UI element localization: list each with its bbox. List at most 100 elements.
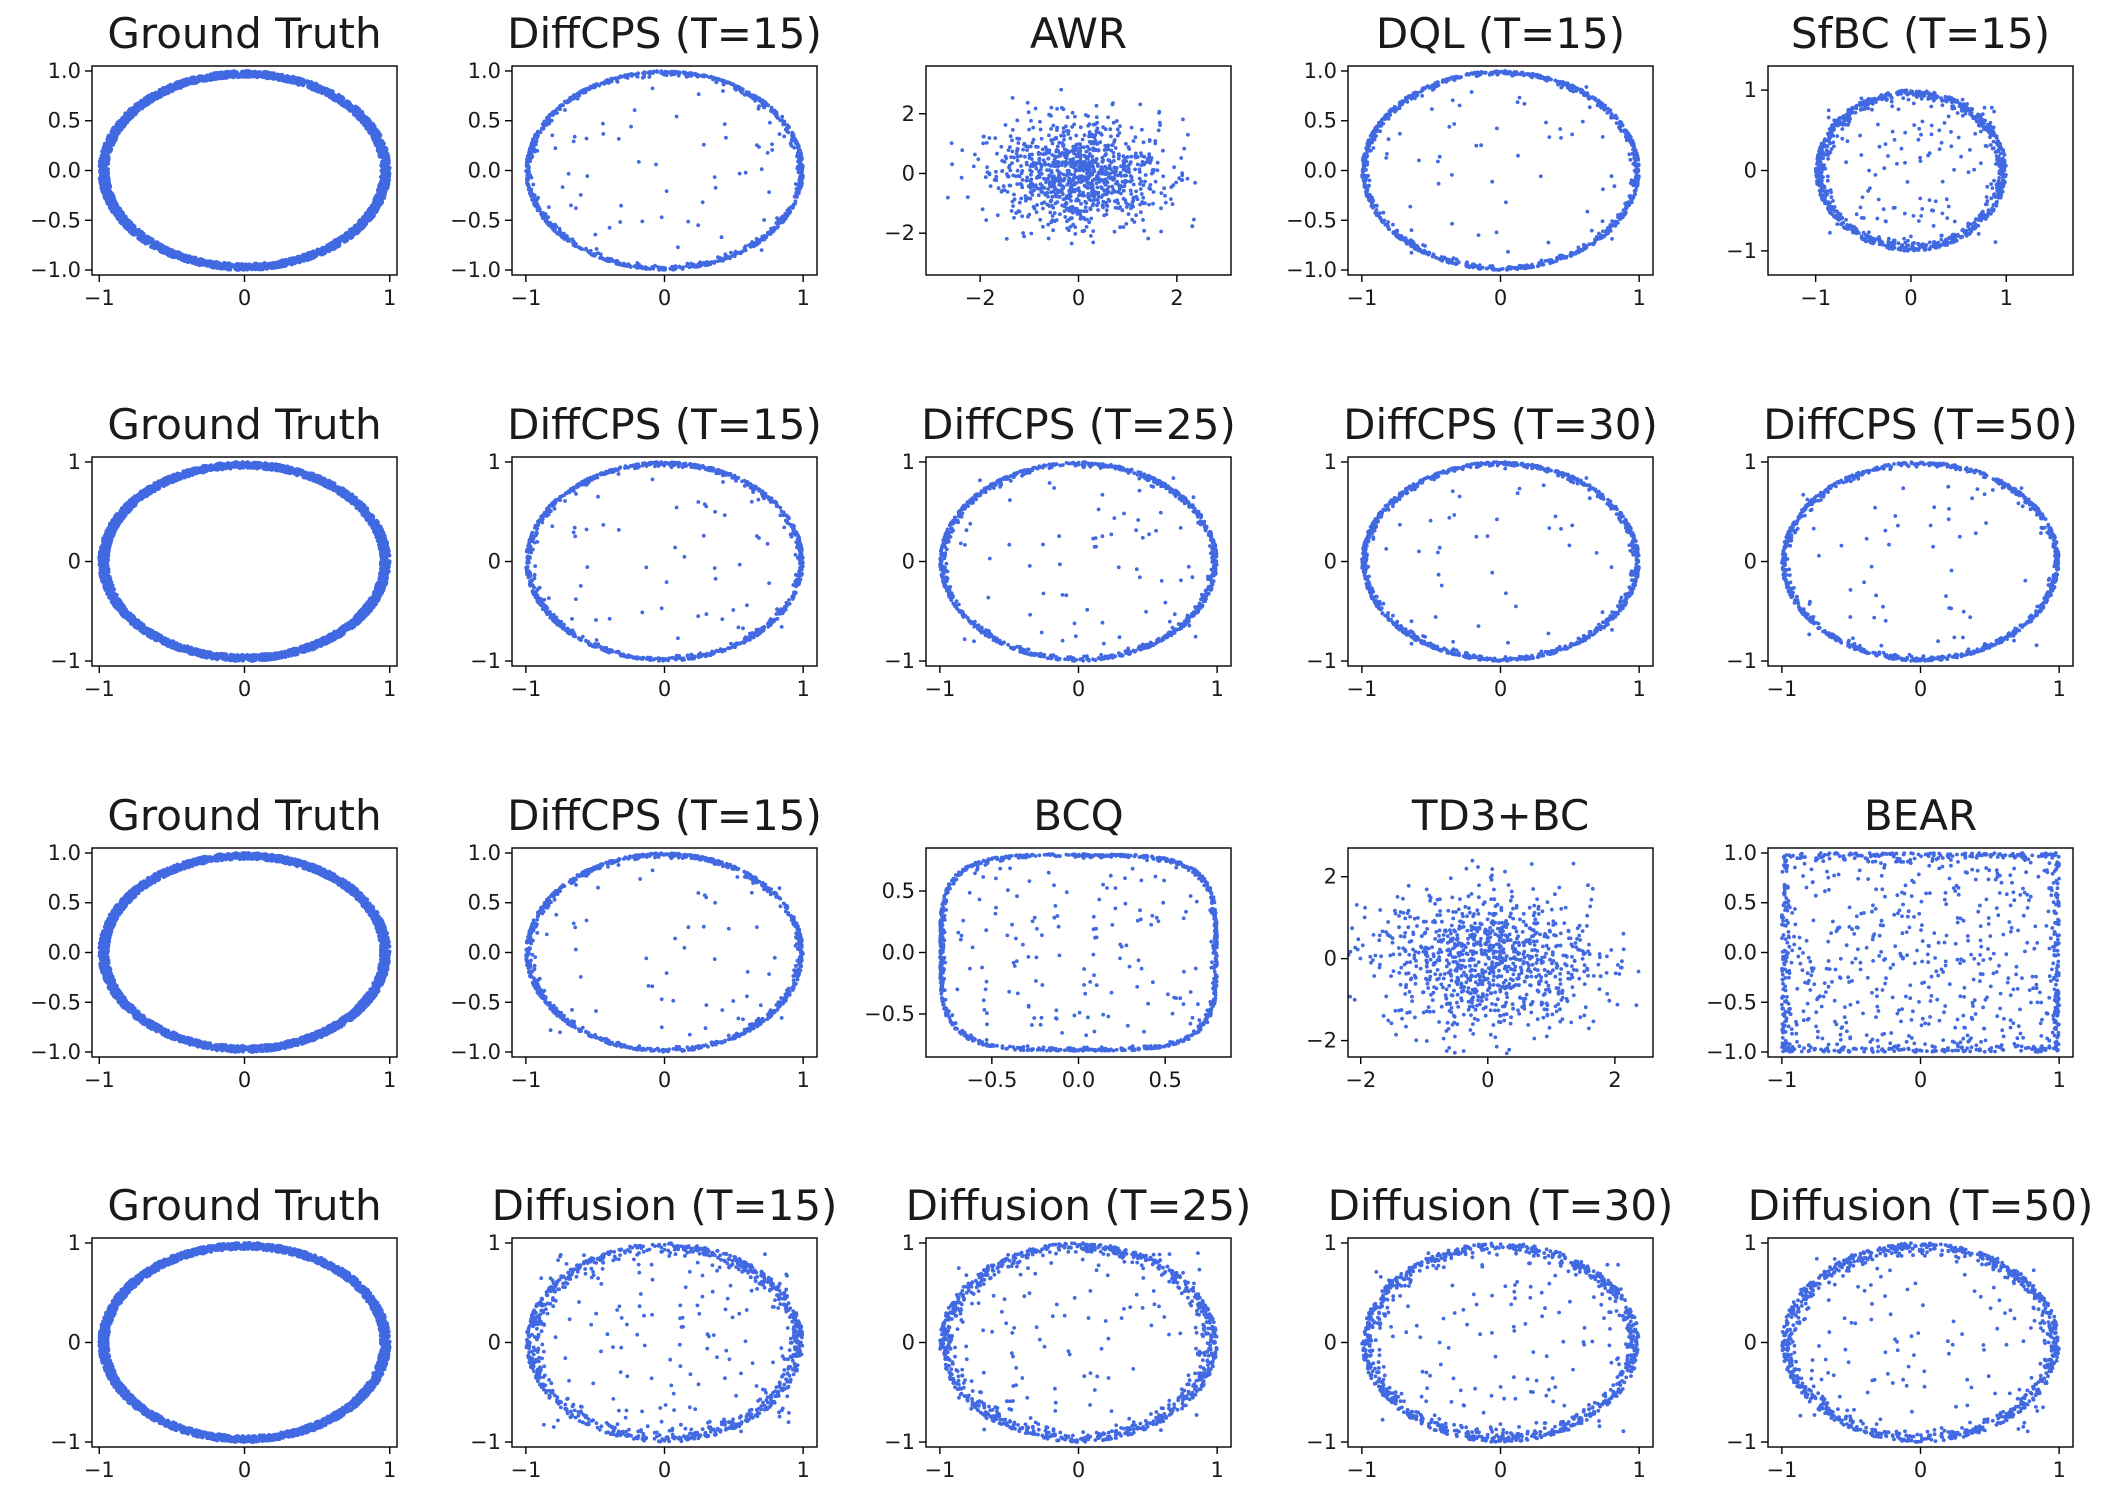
data-point xyxy=(607,257,612,262)
data-point xyxy=(1063,215,1068,219)
data-point xyxy=(1043,145,1048,150)
data-point xyxy=(245,69,250,74)
data-point xyxy=(1089,234,1093,238)
data-point xyxy=(262,261,267,266)
data-point xyxy=(1029,118,1033,123)
data-point xyxy=(1128,179,1133,184)
data-point xyxy=(1109,134,1113,139)
data-point xyxy=(1020,169,1025,173)
data-point xyxy=(1028,196,1033,201)
data-point xyxy=(371,200,376,205)
data-point xyxy=(246,264,251,269)
data-point xyxy=(1151,201,1155,206)
data-point xyxy=(1034,210,1039,215)
data-point xyxy=(1027,127,1031,132)
data-point xyxy=(1086,192,1090,196)
data-point xyxy=(651,70,655,74)
data-point xyxy=(1126,212,1131,217)
data-point xyxy=(678,265,683,270)
data-point xyxy=(102,194,107,199)
data-point xyxy=(1071,206,1076,211)
data-point xyxy=(257,70,262,75)
data-point xyxy=(1096,148,1101,152)
data-point xyxy=(551,109,556,114)
data-point xyxy=(766,230,770,235)
data-point xyxy=(1090,187,1095,191)
data-point xyxy=(161,248,166,253)
data-point xyxy=(1086,123,1091,128)
data-point xyxy=(1169,185,1174,190)
data-point xyxy=(1107,199,1112,203)
data-point xyxy=(724,135,728,140)
data-point xyxy=(987,171,992,176)
data-point xyxy=(1046,194,1050,199)
data-point xyxy=(1012,155,1016,160)
panel-title: AWR xyxy=(1030,9,1127,58)
data-point xyxy=(1056,164,1060,169)
data-point xyxy=(1059,153,1063,157)
data-point xyxy=(1147,138,1152,142)
data-point xyxy=(994,174,999,179)
data-point xyxy=(525,157,529,162)
data-point xyxy=(328,93,333,98)
data-point xyxy=(773,226,777,231)
data-point xyxy=(1075,187,1080,192)
data-point xyxy=(1106,171,1111,176)
data-point xyxy=(1021,147,1025,152)
data-point xyxy=(1055,144,1060,149)
y-tick-label: −1.0 xyxy=(30,258,81,282)
data-point xyxy=(1046,176,1051,181)
data-point xyxy=(760,100,765,105)
data-point xyxy=(294,258,299,263)
scatter-series xyxy=(946,87,1197,246)
data-point xyxy=(601,121,605,126)
data-point xyxy=(178,84,183,89)
data-point xyxy=(528,191,533,196)
data-point xyxy=(1061,185,1066,189)
data-point xyxy=(539,212,544,217)
data-point xyxy=(106,141,112,146)
data-point xyxy=(141,231,146,237)
data-point xyxy=(1031,137,1036,142)
data-point xyxy=(1083,199,1088,204)
data-point xyxy=(189,75,194,81)
data-point xyxy=(540,126,545,130)
data-point xyxy=(145,95,150,100)
data-point xyxy=(364,212,369,217)
data-point xyxy=(324,91,329,96)
data-point xyxy=(1070,216,1074,221)
data-point xyxy=(1014,151,1019,156)
data-point xyxy=(105,169,110,174)
data-point xyxy=(548,221,553,226)
data-point xyxy=(1075,211,1080,216)
data-point xyxy=(121,122,126,127)
data-point xyxy=(1072,151,1076,156)
data-point xyxy=(571,239,576,244)
data-point xyxy=(1040,184,1045,188)
data-point xyxy=(202,75,207,80)
data-point xyxy=(1057,140,1062,145)
data-point xyxy=(1106,115,1110,120)
data-point xyxy=(341,236,346,241)
data-point xyxy=(535,135,540,140)
data-point xyxy=(1057,182,1062,187)
data-point xyxy=(1050,214,1055,218)
data-point xyxy=(1069,164,1073,169)
data-point xyxy=(632,264,637,269)
data-point xyxy=(1134,189,1138,194)
data-point xyxy=(254,262,259,267)
data-point xyxy=(105,200,110,205)
data-point xyxy=(1113,205,1118,210)
data-point xyxy=(742,245,747,250)
data-point xyxy=(1048,199,1053,204)
data-point xyxy=(163,88,168,93)
data-point xyxy=(1190,224,1195,229)
data-point xyxy=(648,267,652,271)
data-point xyxy=(1066,207,1070,212)
data-point xyxy=(1049,138,1054,143)
data-point xyxy=(736,250,741,255)
data-point xyxy=(1077,174,1082,179)
data-point xyxy=(1138,102,1143,107)
data-point xyxy=(1033,106,1038,111)
data-point xyxy=(367,214,372,219)
